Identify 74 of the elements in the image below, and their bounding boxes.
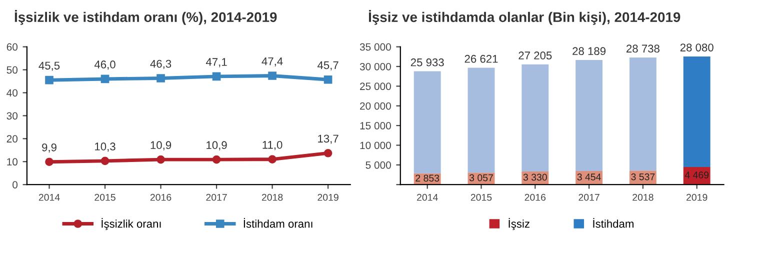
y-tick-label: 60 xyxy=(6,43,18,51)
data-label: 27 205 xyxy=(518,52,552,60)
data-label: 3 537 xyxy=(631,173,655,180)
y-tick-label: 10 000 xyxy=(360,142,391,150)
y-tick-label: 40 xyxy=(6,89,18,97)
data-label: 13,7 xyxy=(318,134,338,144)
data-label: 28 080 xyxy=(680,44,714,52)
legend-label: İşsizlik oranı xyxy=(102,218,161,230)
y-tick-label: 0 xyxy=(12,181,18,188)
data-label: 10,9 xyxy=(206,141,227,150)
data-label: 45,7 xyxy=(317,61,338,70)
point xyxy=(156,155,165,164)
y-tick-label: 10 xyxy=(7,158,18,166)
point xyxy=(100,74,110,84)
data-label: 3 057 xyxy=(469,174,493,182)
data-label: 28 738 xyxy=(626,44,660,53)
y-tick-label: 35 000 xyxy=(360,43,391,51)
y-tick-label: 50 xyxy=(6,66,18,74)
x-tick-label: 2015 xyxy=(94,194,116,201)
point xyxy=(268,155,276,164)
point xyxy=(212,155,221,164)
point xyxy=(268,72,276,80)
point xyxy=(324,148,332,158)
data-label: 3 330 xyxy=(523,174,547,181)
point xyxy=(156,74,165,82)
x-tick-label: 2017 xyxy=(206,194,227,201)
data-label: 46,3 xyxy=(150,60,172,70)
y-tick-label: 30 xyxy=(6,112,18,120)
data-label: 2 853 xyxy=(416,174,440,182)
y-tick-label: 20 xyxy=(6,135,18,143)
x-tick-label: 2014 xyxy=(417,194,438,201)
data-label: 47,1 xyxy=(206,58,227,68)
x-tick-label: 2018 xyxy=(262,194,283,201)
bar xyxy=(576,60,603,171)
bar xyxy=(522,64,549,172)
x-tick-label: 2015 xyxy=(470,194,492,201)
bar xyxy=(414,71,441,174)
x-tick-label: 2019 xyxy=(318,194,338,201)
y-tick-label: 5 000 xyxy=(366,161,391,169)
data-label: 46,0 xyxy=(94,60,116,70)
chart-title: İşsizlik ve istihdam oranı (%), 2014-2019 xyxy=(14,10,277,25)
point xyxy=(100,156,110,166)
data-label: 28 189 xyxy=(572,47,606,56)
legend-label: İstihdam xyxy=(593,218,634,228)
bar xyxy=(629,58,656,171)
data-label: 3 454 xyxy=(577,174,601,180)
y-tick-label: 15 000 xyxy=(360,122,391,130)
data-label: 26 621 xyxy=(464,54,498,63)
bar xyxy=(468,68,495,173)
x-tick-label: 2017 xyxy=(578,194,600,201)
x-tick-label: 2019 xyxy=(686,194,708,201)
point xyxy=(212,72,221,81)
data-label: 10,3 xyxy=(95,142,116,152)
x-tick-label: 2018 xyxy=(632,194,654,201)
x-tick-label: 2016 xyxy=(150,194,172,201)
y-tick-label: 25 000 xyxy=(360,82,391,90)
data-label: 25 933 xyxy=(410,58,444,66)
legend-label: İşsiz xyxy=(508,218,530,230)
data-label: 9,9 xyxy=(42,143,56,153)
data-label: 4 469 xyxy=(684,172,709,178)
data-label: 11,0 xyxy=(262,140,282,150)
point xyxy=(45,76,54,84)
data-label: 47,4 xyxy=(262,57,283,67)
legend-label: İstihdam oranı xyxy=(244,218,312,228)
data-label: 10,9 xyxy=(150,141,172,150)
x-tick-label: 2014 xyxy=(38,194,60,201)
point xyxy=(324,75,332,84)
point xyxy=(45,158,54,166)
x-tick-label: 2016 xyxy=(524,194,546,201)
chart-title: İşsiz ve istihdamda olanlar (Bin kişi), 2014-2019 xyxy=(368,10,680,25)
bar xyxy=(683,56,710,168)
y-tick-label: 30 000 xyxy=(360,62,391,70)
data-label: 45,5 xyxy=(38,62,60,71)
y-tick-label: 20 000 xyxy=(360,102,391,110)
